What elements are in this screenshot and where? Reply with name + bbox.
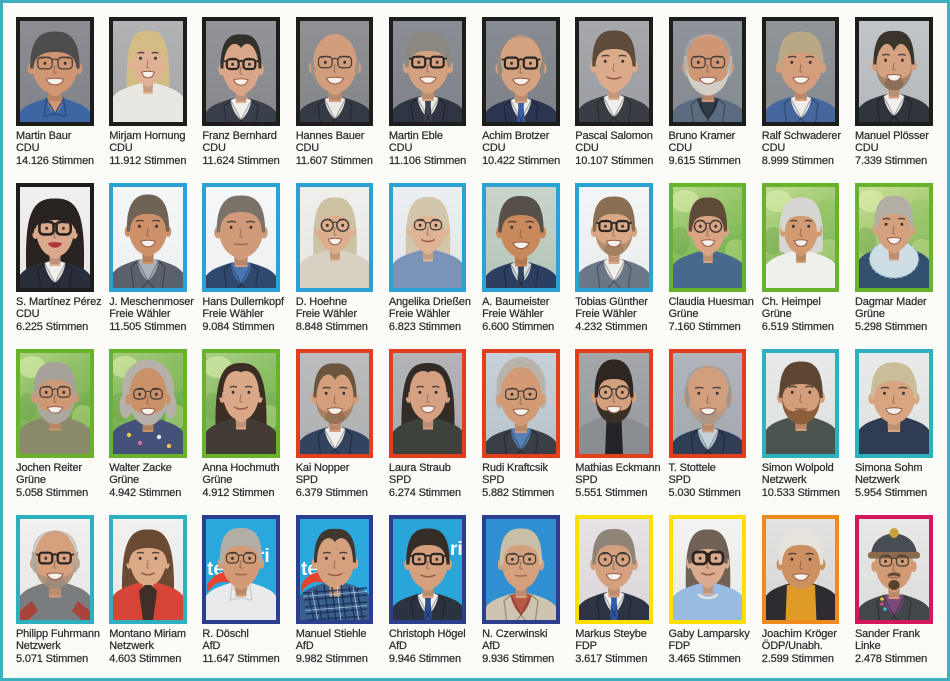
svg-text:ri: ri (450, 539, 463, 560)
